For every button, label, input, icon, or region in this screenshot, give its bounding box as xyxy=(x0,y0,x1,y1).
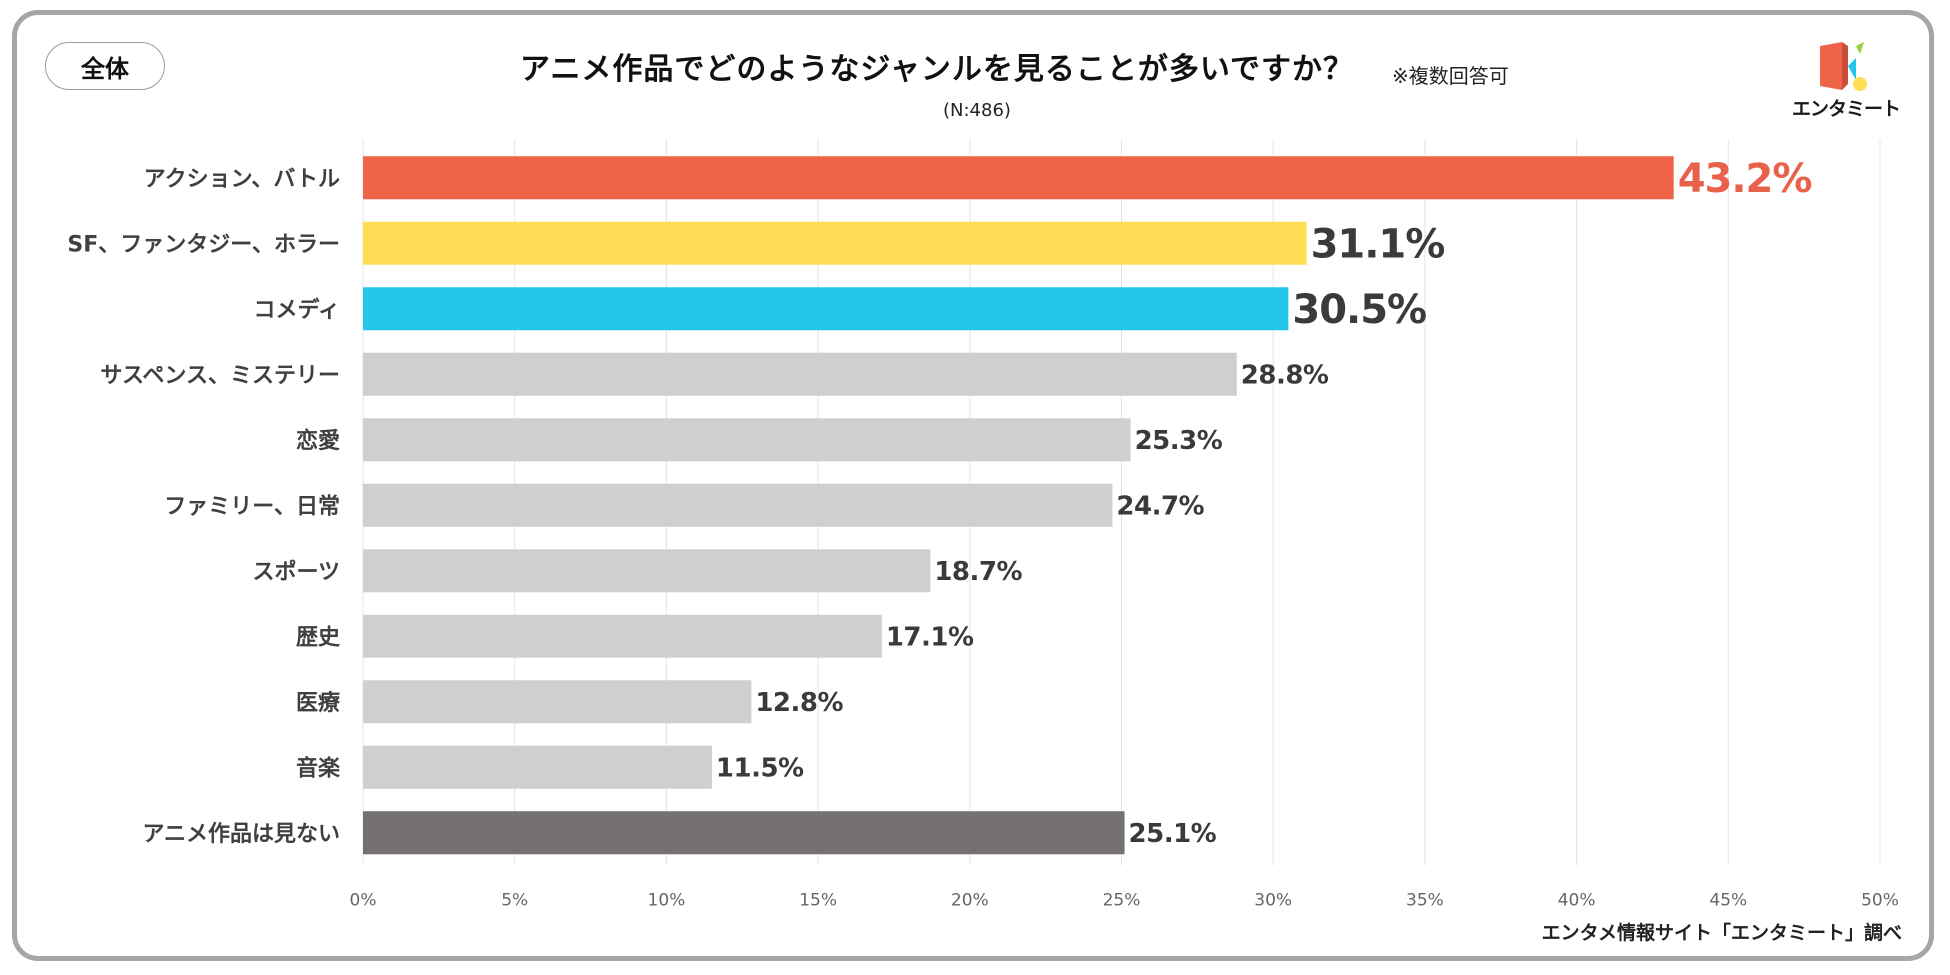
category-label: ファミリー、日常 xyxy=(164,493,340,519)
bar xyxy=(363,811,1125,855)
x-tick-label: 25% xyxy=(1103,891,1141,911)
bar xyxy=(363,156,1674,200)
category-label: 歴史 xyxy=(296,625,341,650)
bar xyxy=(363,680,752,724)
data-label: 31.1% xyxy=(1311,221,1445,267)
category-label: 恋愛 xyxy=(296,428,340,454)
data-label: 11.5% xyxy=(716,753,804,783)
bar xyxy=(363,745,712,789)
bar xyxy=(363,221,1307,265)
scope-badge: 全体 xyxy=(45,42,165,90)
x-tick-label: 35% xyxy=(1406,891,1444,911)
category-label: サスペンス、ミステリー xyxy=(100,363,340,388)
data-label: 24.7% xyxy=(1116,491,1204,521)
logo-icon xyxy=(1820,42,1867,91)
category-label: SF、ファンタジー、ホラー xyxy=(67,232,340,257)
data-label: 25.3% xyxy=(1135,426,1223,456)
x-tick-label: 15% xyxy=(799,891,837,911)
x-tick-label: 50% xyxy=(1861,891,1899,911)
x-tick-label: 5% xyxy=(501,891,528,911)
sample-size: (N:486) xyxy=(943,100,1011,121)
bar xyxy=(363,549,931,593)
x-tick-label: 20% xyxy=(951,891,989,911)
data-label: 12.8% xyxy=(755,688,843,718)
source-credit: エンタメ情報サイト「エンタミート」調べ xyxy=(1541,922,1902,944)
bar xyxy=(363,352,1237,396)
data-label: 17.1% xyxy=(886,622,974,652)
category-label: 医療 xyxy=(296,690,340,716)
category-label: コメディ xyxy=(254,297,340,323)
x-tick-label: 30% xyxy=(1254,891,1292,911)
data-label: 28.8% xyxy=(1241,360,1329,390)
x-tick-label: 10% xyxy=(648,891,686,911)
data-label: 18.7% xyxy=(934,557,1022,587)
data-label: 30.5% xyxy=(1292,287,1426,333)
x-tick-label: 0% xyxy=(350,891,377,911)
x-tick-label: 45% xyxy=(1709,891,1747,911)
x-tick-label: 40% xyxy=(1558,891,1596,911)
bar xyxy=(363,483,1113,527)
bar xyxy=(363,614,882,658)
multiple-answer-note: ※複数回答可 xyxy=(1392,64,1509,88)
chart-title: アニメ作品でどのようなジャンルを見ることが多いですか？ xyxy=(520,52,1354,87)
category-label: スポーツ xyxy=(252,559,340,585)
category-label: アニメ作品は見ない xyxy=(142,822,340,847)
category-label: 音楽 xyxy=(296,755,341,781)
bar xyxy=(363,418,1131,462)
data-label: 25.1% xyxy=(1129,819,1217,849)
data-label: 43.2% xyxy=(1678,156,1812,202)
logo-wordmark: エンタミート xyxy=(1791,98,1901,120)
bar xyxy=(363,287,1289,331)
category-label: アクション、バトル xyxy=(144,167,340,192)
brand-logo: エンタミート xyxy=(1790,40,1910,122)
